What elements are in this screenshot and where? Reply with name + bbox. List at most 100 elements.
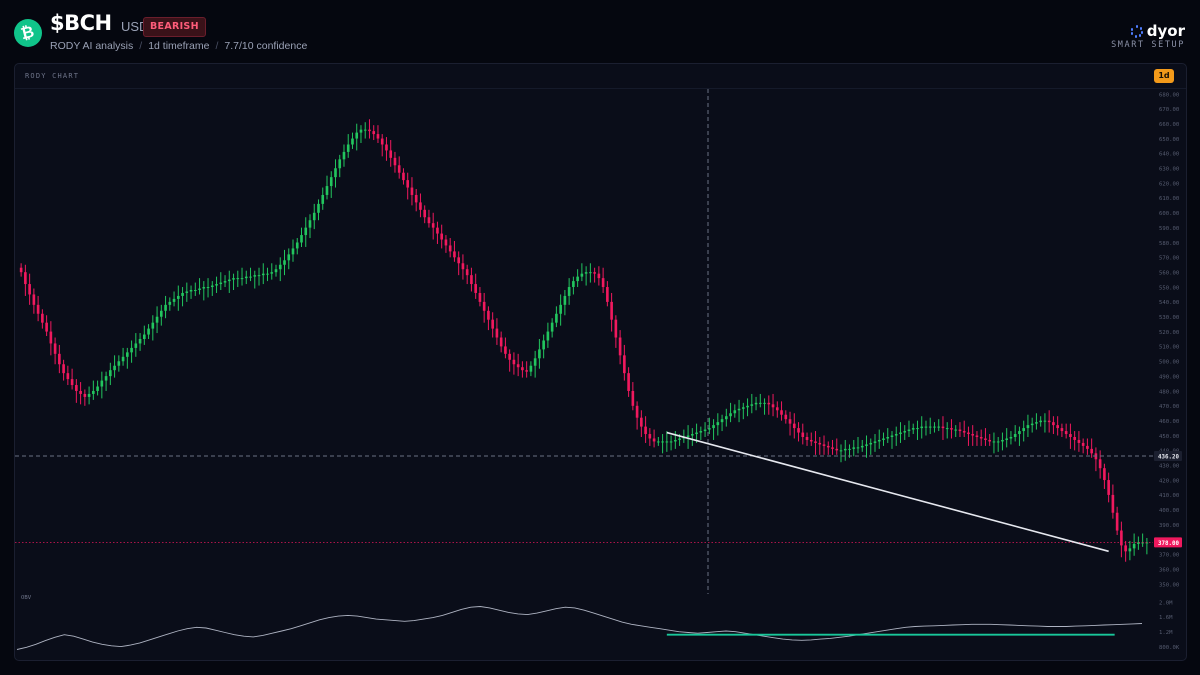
candle-bull bbox=[559, 304, 562, 314]
candle-bull bbox=[1035, 422, 1038, 424]
candle-bear bbox=[436, 227, 439, 234]
candle-bull bbox=[678, 438, 681, 440]
candle-bear bbox=[627, 373, 630, 391]
candle-bull bbox=[270, 272, 274, 274]
analysis-label: RODY AI analysis bbox=[50, 40, 134, 52]
candle-bull bbox=[210, 285, 214, 288]
candle-bear bbox=[1073, 437, 1076, 440]
candle-bear bbox=[58, 353, 61, 365]
candle-bull bbox=[873, 441, 877, 443]
candle-bull bbox=[890, 435, 894, 437]
candle-bull bbox=[852, 447, 856, 449]
candle-bull bbox=[674, 439, 677, 442]
candle-bear bbox=[1107, 480, 1110, 495]
candle-bull bbox=[113, 365, 116, 371]
candle-bear bbox=[414, 194, 418, 203]
candle-bull bbox=[342, 151, 346, 160]
candle-bull bbox=[882, 438, 885, 440]
candle-bull bbox=[661, 441, 664, 443]
y-tick-label: 420.00 bbox=[1159, 478, 1179, 484]
candle-bull bbox=[665, 441, 669, 443]
candle-bear bbox=[36, 304, 40, 314]
candle-bull bbox=[555, 313, 558, 323]
candle-bull bbox=[219, 282, 223, 285]
candle-bear bbox=[1124, 545, 1127, 552]
candle-bull bbox=[903, 431, 907, 433]
price-chart[interactable]: 680.00 670.00 660.00 650.00 640.00 630.00 620.… bbox=[15, 64, 1186, 660]
candle-bear bbox=[1115, 512, 1119, 531]
candle-bear bbox=[975, 435, 979, 437]
candle-bear bbox=[448, 245, 452, 252]
candle-bear bbox=[1103, 468, 1106, 481]
candle-bear bbox=[635, 405, 639, 418]
candle-bull bbox=[283, 260, 286, 265]
y-tick-label: 400.00 bbox=[1159, 508, 1179, 514]
candle-bull bbox=[669, 441, 673, 443]
candle-bull bbox=[317, 203, 320, 213]
candle-bull bbox=[300, 235, 303, 243]
candle-bull bbox=[1005, 438, 1009, 440]
obv-tick-label: 1.6M bbox=[1159, 615, 1173, 621]
header: ₿ $BCH USDT BEARISH RODY AI analysis/1d … bbox=[0, 0, 1200, 62]
y-tick-label: 650.00 bbox=[1159, 137, 1179, 143]
obv-line bbox=[16, 606, 1143, 650]
timeframe-label: 1d timeframe bbox=[148, 40, 210, 52]
timeframe-pill[interactable]: 1d bbox=[1154, 69, 1174, 83]
candle-bull bbox=[737, 408, 741, 411]
candle-bull bbox=[193, 290, 197, 291]
candle-bear bbox=[1090, 448, 1093, 454]
candle-bear bbox=[1069, 434, 1072, 437]
candle-bull bbox=[839, 450, 843, 452]
candle-bull bbox=[232, 278, 235, 280]
brand: dyor SMART SETUP bbox=[1065, 22, 1185, 52]
candle-bull bbox=[712, 425, 715, 429]
y-tick-label: 520.00 bbox=[1159, 330, 1179, 336]
candle-bear bbox=[818, 442, 822, 445]
candle-bear bbox=[385, 144, 388, 151]
candle-bull bbox=[894, 434, 898, 436]
candle-bull bbox=[843, 448, 847, 451]
candle-bull bbox=[860, 445, 864, 448]
y-tick-label: 540.00 bbox=[1159, 300, 1179, 306]
candle-bull bbox=[291, 248, 295, 255]
brand-dots-icon bbox=[1130, 25, 1144, 38]
candle-bear bbox=[1052, 422, 1055, 426]
candle-bear bbox=[835, 448, 839, 451]
candle-bear bbox=[780, 410, 783, 415]
candle-bull bbox=[729, 413, 732, 417]
crosshair-price-tag bbox=[1154, 451, 1182, 462]
candle-bull bbox=[249, 276, 252, 278]
candle-bull bbox=[538, 349, 541, 359]
candle-bear bbox=[967, 432, 970, 435]
candle-bull bbox=[750, 404, 754, 406]
y-tick-label: 490.00 bbox=[1159, 374, 1179, 380]
candle-bear bbox=[389, 150, 393, 158]
candle-bull bbox=[924, 426, 928, 428]
candle-bear bbox=[1064, 431, 1068, 435]
candle-bear bbox=[393, 157, 397, 166]
candle-bull bbox=[172, 298, 176, 302]
candle-bull bbox=[215, 284, 218, 286]
candle-bear bbox=[1120, 530, 1123, 546]
candle-bear bbox=[419, 202, 422, 210]
candle-bear bbox=[457, 257, 460, 264]
candle-bear bbox=[1111, 494, 1115, 513]
candle-bull bbox=[691, 434, 694, 436]
y-tick-label: 680.00 bbox=[1159, 92, 1179, 98]
y-tick-label: 350.00 bbox=[1159, 582, 1179, 588]
candle-bear bbox=[62, 364, 65, 374]
candle-bull bbox=[257, 275, 261, 277]
candle-bull bbox=[227, 279, 231, 282]
candle-bear bbox=[597, 273, 601, 279]
brand-tagline: SMART SETUP bbox=[1111, 40, 1185, 50]
y-tick-label: 670.00 bbox=[1159, 107, 1179, 113]
candle-bull bbox=[911, 428, 915, 430]
candle-bear bbox=[66, 373, 70, 380]
y-tick-label: 640.00 bbox=[1159, 152, 1179, 158]
candle-bear bbox=[28, 284, 31, 295]
candle-bear bbox=[814, 441, 817, 443]
candle-bull bbox=[920, 426, 924, 429]
candle-bull bbox=[741, 407, 745, 409]
candle-bear bbox=[958, 429, 962, 432]
candle-bull bbox=[147, 328, 150, 335]
